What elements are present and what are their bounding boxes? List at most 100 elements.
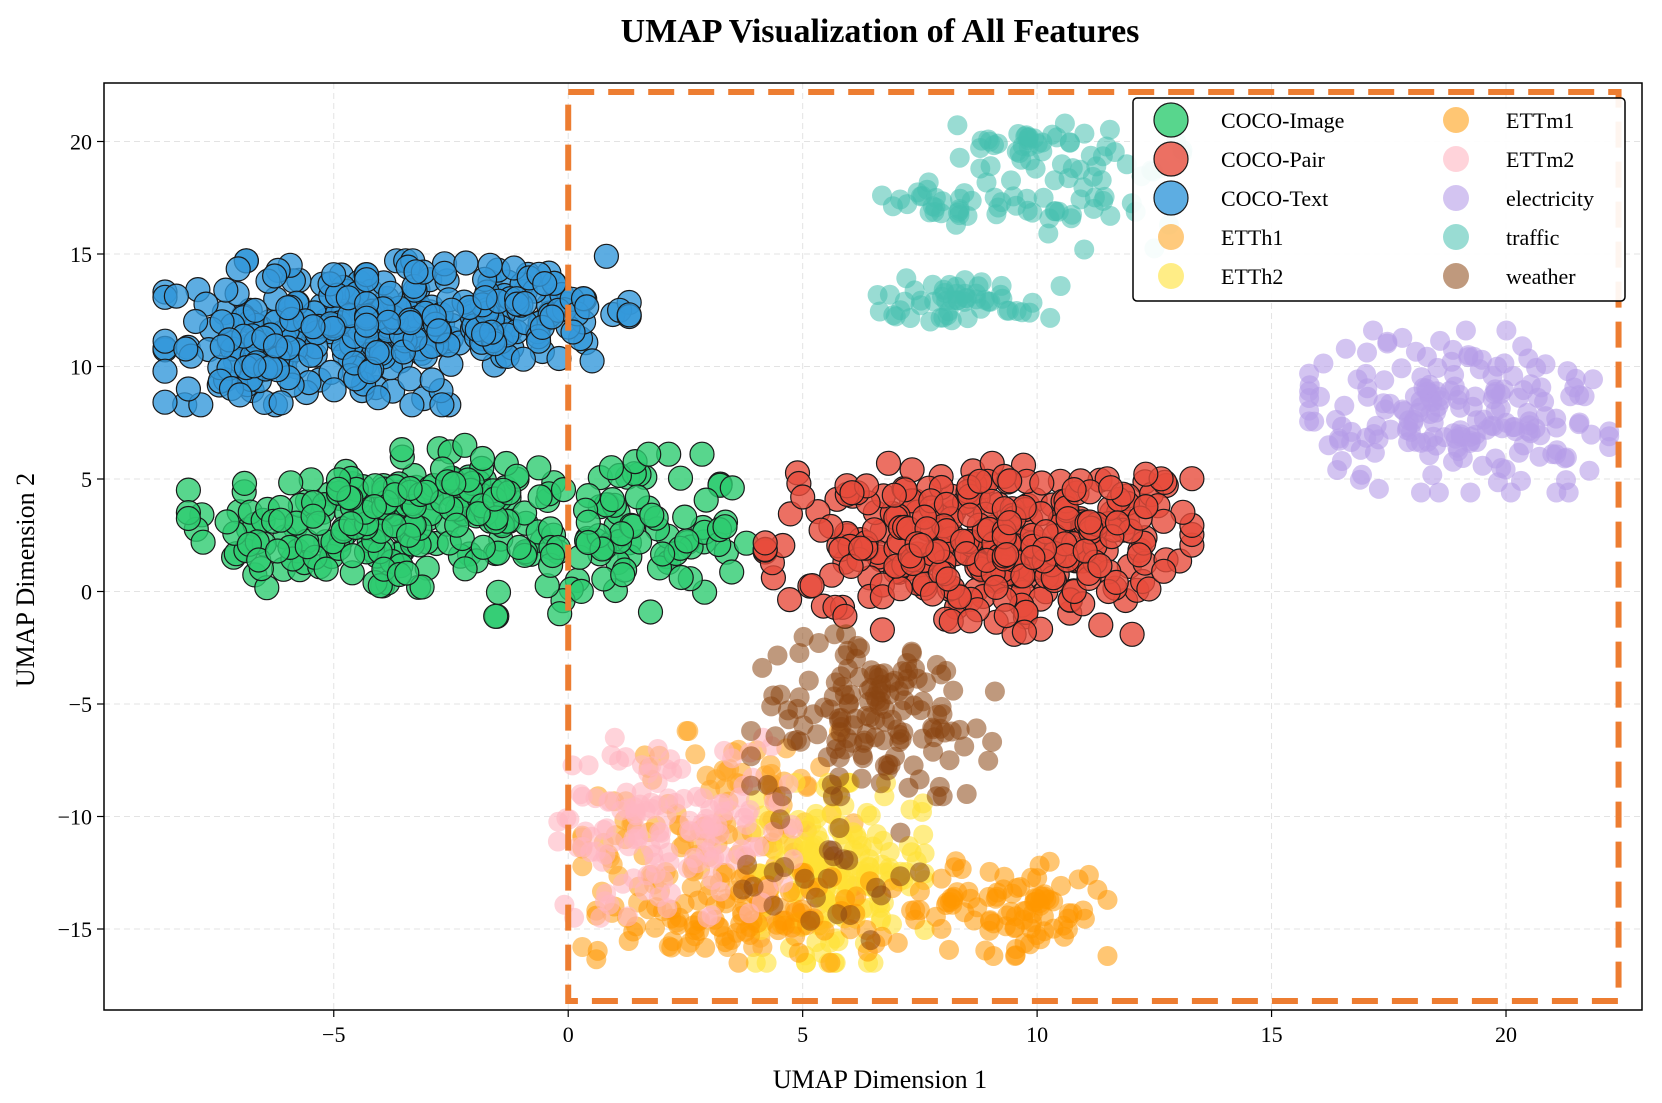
point-coco-pair [875, 450, 902, 476]
point-coco-image [689, 441, 715, 467]
point-traffic [1038, 223, 1059, 244]
point-ettm1 [846, 886, 867, 907]
point-electricity [1504, 417, 1525, 437]
point-etth2 [806, 808, 827, 829]
x-tick-label: 20 [1495, 1022, 1517, 1047]
point-electricity [1455, 320, 1476, 341]
point-coco-image [264, 538, 291, 564]
point-ettm2 [739, 903, 760, 924]
point-coco-text [354, 312, 380, 338]
point-electricity [1443, 339, 1463, 360]
point-coco-text [173, 336, 199, 362]
point-electricity [1599, 426, 1620, 447]
legend-label: traffic [1506, 225, 1560, 250]
point-coco-text [209, 334, 235, 360]
point-electricity [1368, 478, 1389, 499]
point-electricity [1443, 423, 1464, 444]
point-electricity [1357, 342, 1377, 363]
point-ettm1 [587, 940, 608, 961]
legend-item-coco-image: COCO-Image [1153, 102, 1344, 138]
point-electricity [1368, 429, 1389, 450]
point-traffic [941, 310, 962, 331]
point-coco-image [465, 501, 491, 527]
point-coco-pair [994, 541, 1020, 568]
point-ettm1 [931, 868, 952, 889]
point-electricity [1350, 439, 1371, 460]
point-electricity [1352, 464, 1372, 485]
point-coco-image [490, 477, 516, 503]
point-electricity [1546, 417, 1567, 438]
point-coco-image [649, 541, 676, 567]
point-coco-image [674, 528, 700, 554]
point-coco-image [441, 471, 467, 497]
point-weather [829, 818, 850, 838]
legend-marker [1153, 141, 1189, 177]
point-coco-text [225, 256, 251, 282]
point-weather [891, 729, 912, 750]
point-electricity [1574, 386, 1595, 407]
point-coco-text [241, 353, 267, 379]
point-coco-pair [997, 468, 1023, 494]
point-traffic [1016, 125, 1037, 146]
point-weather [837, 640, 858, 661]
point-electricity [1411, 367, 1432, 388]
legend-label: electricity [1506, 186, 1594, 211]
y-tick-label: −10 [58, 805, 92, 830]
point-weather [752, 657, 773, 678]
point-ettm2 [647, 739, 668, 759]
point-coco-image [175, 505, 201, 532]
point-traffic [992, 288, 1013, 309]
point-traffic [1062, 204, 1082, 225]
point-ettm2 [623, 829, 644, 849]
point-weather [763, 685, 784, 706]
point-traffic [885, 306, 906, 327]
point-weather [737, 854, 758, 875]
point-weather [890, 822, 911, 843]
point-ettm1 [1027, 868, 1048, 889]
point-electricity [1318, 435, 1339, 456]
point-weather [798, 670, 819, 691]
legend-item-weather: weather [1443, 263, 1576, 289]
point-electricity [1326, 409, 1346, 430]
point-coco-pair [752, 530, 778, 556]
x-tick-label: 15 [1261, 1022, 1283, 1047]
point-weather [770, 809, 791, 830]
series-coco-pair [752, 450, 1205, 647]
point-coco-pair [808, 517, 834, 543]
legend-label: COCO-Image [1221, 108, 1344, 133]
point-ettm1 [940, 892, 960, 912]
point-coco-text [300, 314, 326, 340]
point-coco-text [532, 271, 558, 297]
point-coco-text [262, 333, 289, 359]
point-coco-pair [1098, 475, 1124, 501]
point-weather [732, 879, 753, 900]
legend-item-etth2: ETTh2 [1158, 263, 1283, 289]
point-electricity [1396, 420, 1417, 441]
point-coco-image [550, 477, 577, 503]
point-ettm2 [630, 794, 650, 815]
point-weather [786, 730, 807, 750]
point-electricity [1422, 465, 1443, 486]
ticks-layer: −5 0 5 10 15 20 −15 −10 −5 0 5 10 15 20 [58, 130, 1517, 1048]
point-weather [966, 718, 987, 739]
point-coco-pair [946, 584, 972, 610]
point-traffic [1086, 156, 1107, 177]
point-ettm2 [651, 822, 671, 843]
point-etth2 [913, 824, 934, 845]
point-coco-text [616, 302, 642, 328]
point-coco-text [364, 339, 390, 366]
point-electricity [1416, 346, 1437, 367]
point-coco-text [471, 321, 497, 347]
point-weather [903, 695, 924, 716]
point-electricity [1490, 384, 1511, 404]
point-coco-text [321, 262, 347, 288]
highlight-box [565, 89, 1622, 1004]
point-coco-image [313, 556, 339, 582]
point-electricity [1392, 399, 1413, 420]
point-traffic [980, 156, 1001, 177]
point-weather [805, 887, 826, 908]
point-ettm1 [788, 942, 809, 963]
point-ettm1 [1039, 851, 1060, 872]
point-coco-text [183, 308, 209, 335]
legend-marker [1443, 263, 1469, 289]
